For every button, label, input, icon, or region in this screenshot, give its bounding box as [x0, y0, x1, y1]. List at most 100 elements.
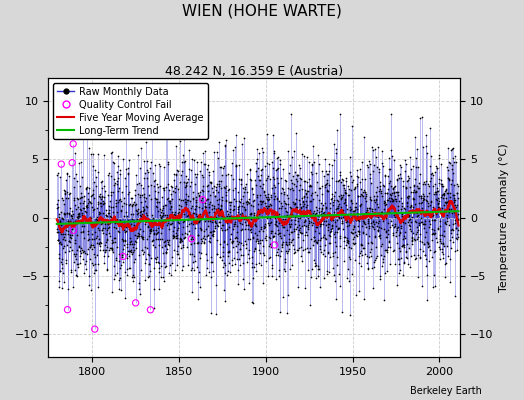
Point — [447, 177, 456, 184]
Point — [294, 247, 302, 253]
Point — [385, 155, 393, 162]
Point — [85, 273, 93, 280]
Point — [157, 230, 165, 237]
Point — [259, 223, 268, 229]
Point — [353, 233, 362, 239]
Point — [138, 192, 146, 198]
Point — [380, 172, 389, 178]
Point — [94, 260, 102, 267]
Point — [54, 214, 63, 220]
Point — [117, 198, 125, 204]
Point — [254, 206, 262, 212]
Point — [182, 191, 190, 197]
Point — [347, 123, 356, 129]
Point — [318, 249, 326, 256]
Point — [71, 218, 80, 224]
Point — [325, 182, 333, 188]
Point — [418, 218, 426, 225]
Point — [222, 207, 231, 214]
Point — [429, 172, 438, 178]
Point — [340, 200, 348, 206]
Point — [377, 193, 386, 199]
Point — [333, 197, 341, 204]
Point — [174, 196, 183, 202]
Point — [375, 188, 383, 194]
Point — [278, 166, 287, 173]
Point — [179, 152, 187, 159]
Point — [423, 198, 431, 204]
Point — [151, 162, 159, 168]
Point — [233, 235, 241, 242]
Point — [366, 161, 375, 167]
Point — [72, 256, 80, 262]
Point — [347, 245, 355, 251]
Point — [255, 228, 263, 234]
Point — [358, 242, 366, 248]
Point — [250, 177, 259, 183]
Point — [402, 248, 411, 254]
Point — [255, 210, 263, 216]
Point — [334, 225, 343, 232]
Point — [439, 195, 447, 202]
Point — [162, 196, 171, 202]
Point — [351, 257, 359, 263]
Point — [126, 238, 134, 245]
Point — [286, 224, 294, 230]
Point — [282, 177, 290, 184]
Point — [281, 268, 289, 274]
Point — [356, 179, 365, 185]
Point — [337, 215, 345, 221]
Point — [179, 244, 187, 250]
Point — [265, 202, 274, 209]
Point — [143, 212, 151, 218]
Point — [332, 150, 341, 156]
Point — [433, 165, 442, 171]
Point — [437, 177, 445, 183]
Point — [292, 196, 300, 202]
Point — [270, 242, 279, 248]
Point — [404, 192, 412, 199]
Point — [150, 264, 159, 271]
Point — [336, 111, 345, 117]
Point — [159, 250, 167, 257]
Point — [156, 182, 165, 189]
Point — [379, 212, 388, 219]
Point — [435, 204, 443, 210]
Point — [271, 167, 280, 173]
Point — [58, 197, 67, 204]
Point — [314, 216, 322, 222]
Point — [333, 262, 342, 269]
Point — [245, 280, 253, 287]
Point — [389, 212, 398, 218]
Point — [208, 179, 216, 186]
Point — [297, 176, 305, 182]
Point — [254, 165, 262, 171]
Point — [187, 205, 195, 212]
Point — [152, 204, 161, 210]
Point — [73, 178, 81, 185]
Point — [107, 246, 116, 252]
Point — [216, 254, 224, 260]
Point — [216, 241, 224, 248]
Point — [261, 177, 270, 184]
Point — [133, 233, 141, 240]
Point — [322, 205, 331, 212]
Point — [351, 184, 359, 191]
Point — [309, 159, 318, 165]
Point — [258, 236, 266, 243]
Point — [302, 228, 310, 235]
Point — [364, 218, 373, 224]
Point — [219, 222, 227, 229]
Point — [135, 232, 143, 239]
Point — [205, 172, 213, 178]
Point — [344, 265, 352, 272]
Point — [440, 274, 449, 280]
Point — [115, 258, 123, 264]
Point — [80, 223, 88, 230]
Point — [170, 171, 179, 177]
Point — [99, 247, 107, 253]
Point — [115, 228, 124, 235]
Point — [449, 155, 457, 162]
Point — [249, 234, 257, 240]
Point — [62, 257, 70, 264]
